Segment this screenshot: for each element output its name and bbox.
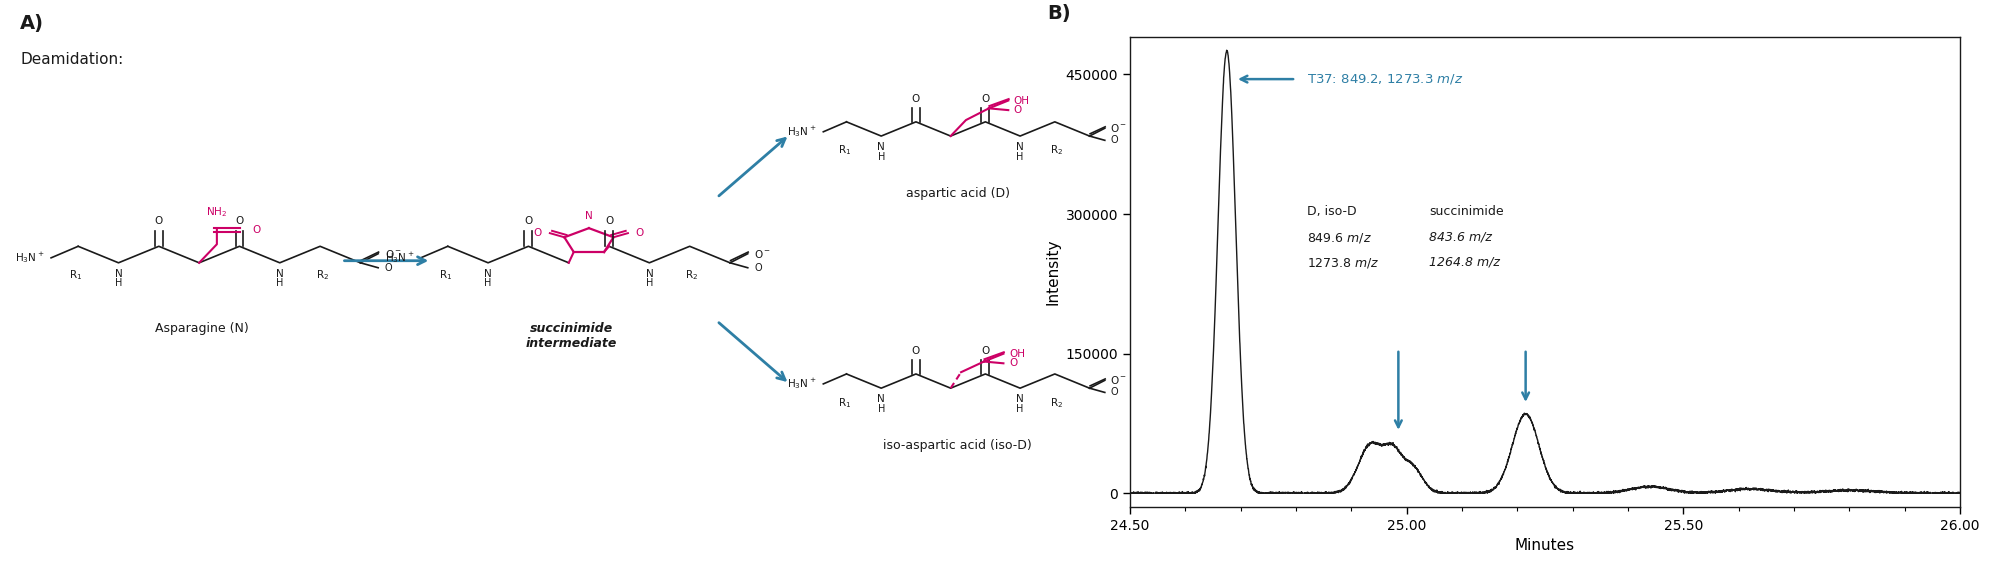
Text: R$_2$: R$_2$ bbox=[686, 268, 698, 282]
Text: R$_1$: R$_1$ bbox=[438, 268, 452, 282]
Text: H: H bbox=[114, 278, 122, 288]
Text: O$^-$: O$^-$ bbox=[384, 248, 402, 260]
Text: O: O bbox=[1008, 358, 1018, 368]
Text: 849.6 $\it{m/z}$: 849.6 $\it{m/z}$ bbox=[1308, 231, 1372, 245]
Text: N: N bbox=[114, 269, 122, 278]
Text: O: O bbox=[252, 225, 260, 235]
Text: NH$_2$: NH$_2$ bbox=[206, 206, 228, 219]
Text: O: O bbox=[1110, 135, 1118, 146]
Text: R$_1$: R$_1$ bbox=[838, 396, 850, 410]
Text: O: O bbox=[236, 215, 244, 226]
Text: N: N bbox=[878, 394, 886, 404]
Text: N: N bbox=[878, 142, 886, 152]
Text: A): A) bbox=[20, 14, 44, 33]
Text: R$_2$: R$_2$ bbox=[1050, 396, 1064, 410]
Text: 843.6 m/z: 843.6 m/z bbox=[1428, 231, 1492, 244]
Text: OH: OH bbox=[1014, 96, 1030, 105]
Text: O: O bbox=[384, 263, 392, 273]
Text: O: O bbox=[524, 215, 532, 226]
Text: H$_3$N$^+$: H$_3$N$^+$ bbox=[788, 124, 816, 139]
Text: Deamidation:: Deamidation: bbox=[20, 52, 124, 66]
Text: H$_3$N$^+$: H$_3$N$^+$ bbox=[14, 250, 44, 265]
Text: H: H bbox=[878, 151, 884, 162]
Text: aspartic acid (D): aspartic acid (D) bbox=[906, 187, 1010, 200]
Text: H: H bbox=[276, 278, 284, 288]
Text: O$^-$: O$^-$ bbox=[1110, 374, 1128, 386]
Text: OH: OH bbox=[1008, 349, 1024, 359]
Text: H: H bbox=[878, 403, 884, 414]
Text: H: H bbox=[484, 278, 492, 288]
Text: H$_3$N$^+$: H$_3$N$^+$ bbox=[384, 250, 414, 265]
Text: N: N bbox=[1016, 142, 1024, 152]
Text: N: N bbox=[646, 269, 654, 278]
Text: succinimide
intermediate: succinimide intermediate bbox=[526, 322, 616, 350]
Text: Asparagine (N): Asparagine (N) bbox=[154, 322, 248, 335]
Text: R$_1$: R$_1$ bbox=[70, 268, 82, 282]
Text: O: O bbox=[604, 215, 614, 226]
Text: O: O bbox=[636, 228, 644, 238]
Text: B): B) bbox=[1048, 5, 1070, 23]
Text: H: H bbox=[646, 278, 654, 288]
Text: H: H bbox=[1016, 151, 1024, 162]
Text: D, iso-D: D, iso-D bbox=[1308, 205, 1356, 218]
Text: H: H bbox=[1016, 403, 1024, 414]
Text: O: O bbox=[1110, 387, 1118, 398]
Text: iso-aspartic acid (iso-D): iso-aspartic acid (iso-D) bbox=[884, 439, 1032, 452]
Y-axis label: Intensity: Intensity bbox=[1046, 239, 1060, 305]
Text: R$_2$: R$_2$ bbox=[316, 268, 328, 282]
Text: O$^-$: O$^-$ bbox=[1110, 122, 1128, 134]
Text: 1264.8 m/z: 1264.8 m/z bbox=[1428, 256, 1500, 269]
Text: O: O bbox=[154, 215, 162, 226]
Text: O: O bbox=[912, 346, 920, 356]
Text: 1273.8 $\it{m/z}$: 1273.8 $\it{m/z}$ bbox=[1308, 256, 1380, 270]
Text: N: N bbox=[484, 269, 492, 278]
Text: R$_1$: R$_1$ bbox=[838, 144, 850, 158]
Text: T37: 849.2, 1273.3 $\it{m/z}$: T37: 849.2, 1273.3 $\it{m/z}$ bbox=[1308, 72, 1464, 86]
Text: N: N bbox=[276, 269, 284, 278]
Text: H$_3$N$^+$: H$_3$N$^+$ bbox=[788, 376, 816, 391]
Text: N: N bbox=[1016, 394, 1024, 404]
Text: R$_2$: R$_2$ bbox=[1050, 144, 1064, 158]
Text: O: O bbox=[982, 346, 990, 356]
Text: O: O bbox=[982, 94, 990, 104]
Text: N: N bbox=[586, 211, 592, 221]
Text: O: O bbox=[1014, 105, 1022, 115]
Text: O$^-$: O$^-$ bbox=[754, 248, 772, 260]
Text: succinimide: succinimide bbox=[1428, 205, 1504, 218]
Text: O: O bbox=[912, 94, 920, 104]
Text: O: O bbox=[534, 228, 542, 238]
Text: O: O bbox=[754, 263, 762, 273]
X-axis label: Minutes: Minutes bbox=[1514, 539, 1576, 554]
